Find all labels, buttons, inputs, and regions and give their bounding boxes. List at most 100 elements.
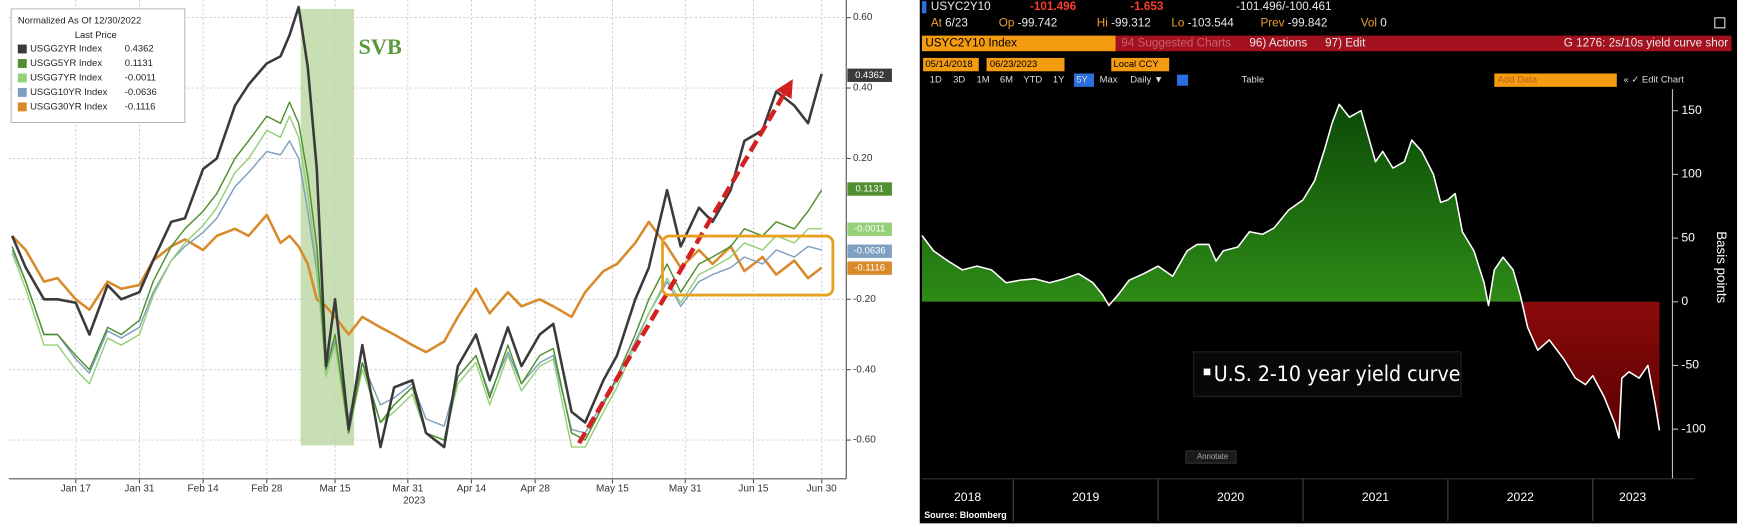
y-tick-label: 0.20 [853, 153, 873, 164]
y-tick-label: -100 [1681, 421, 1706, 435]
ticker-marker [921, 1, 927, 14]
series-line [10, 5, 823, 449]
annotate[interactable]: Annotate [1197, 452, 1228, 461]
x-tick-label: 2018 [954, 490, 981, 504]
legend-swatch [17, 102, 27, 112]
legend-label: USGG2YR Index [30, 43, 102, 54]
period-buttons: 1D 3D 1M 6M YTD 1Y 5Y Max [930, 73, 1118, 87]
annotation-bullet [1203, 368, 1211, 376]
legend-subtitle: Last Price [75, 30, 117, 41]
source: Source: Bloomberg [924, 510, 1007, 520]
actions-menu[interactable]: 96) Actions [1249, 37, 1307, 50]
period-selected [1073, 73, 1095, 87]
legend-swatch [17, 73, 27, 83]
line-icon[interactable] [1176, 74, 1189, 86]
add-data-box[interactable] [1494, 73, 1617, 87]
x-tick-label: 2023 [1619, 490, 1646, 504]
x-tick-label: Jan 31 [124, 483, 155, 494]
legend-value: -0.0636 [125, 87, 157, 98]
quote-label: Op [999, 16, 1015, 29]
series-line [11, 140, 822, 434]
x-tick-label: 2022 [1507, 490, 1534, 504]
last-value-tag [847, 182, 892, 196]
quote-volume: Vol 0 [1361, 16, 1388, 29]
period-button[interactable]: 5Y [1076, 75, 1088, 86]
menu-bar [1115, 35, 1732, 52]
end-date: 06/23/2023 [990, 59, 1037, 70]
last-value-tag [847, 244, 892, 258]
series-line [921, 103, 1661, 439]
x-tick-label: Feb 28 [251, 483, 283, 494]
quote-high: Hi -99.312 [1097, 16, 1151, 29]
legend-value: 0.1131 [125, 58, 153, 69]
legend-value: -0.0011 [125, 72, 156, 83]
legend-label: USGG7YR Index [30, 72, 102, 83]
y-tick-label: 50 [1681, 230, 1695, 244]
ticker: USYC2Y10 [931, 0, 991, 13]
start-date-box[interactable] [923, 57, 979, 72]
frequency[interactable]: Daily ▼ [1130, 75, 1163, 86]
quote-value: -99.742 [1018, 16, 1058, 29]
range-box [661, 234, 835, 297]
annotate-button[interactable] [1185, 450, 1237, 464]
x-tick-label: Jun 15 [738, 483, 769, 494]
quote-open: Op -99.742 [999, 16, 1057, 29]
x-tick-label: 2019 [1072, 490, 1099, 504]
annotation-box [1193, 351, 1462, 397]
period-button[interactable]: 3D [953, 75, 965, 86]
quote-label: At [931, 16, 943, 29]
edit-chart[interactable]: « ✓ Edit Chart [1623, 75, 1684, 86]
end-date-box[interactable] [986, 57, 1065, 72]
x-tick-label: May 31 [669, 483, 702, 494]
window-icon[interactable] [1714, 17, 1726, 29]
svb-label: SVB [359, 34, 402, 59]
y-axis-label: Basis points [1714, 231, 1729, 303]
period-button[interactable]: 1Y [1053, 75, 1065, 86]
x-tick-label: Feb 14 [188, 483, 220, 494]
table-button[interactable]: Table [1242, 75, 1265, 86]
legend-label: USGG5YR Index [30, 58, 102, 69]
suggested-charts[interactable]: 94 Suggested Charts [1121, 37, 1231, 50]
bid-ask: -101.496/-100.461 [1236, 0, 1332, 13]
y-tick-label: 100 [1681, 167, 1702, 181]
y-tick-label: 0.40 [853, 83, 873, 94]
x-tick-label: Mar 31 [392, 483, 424, 494]
period-button[interactable]: 1D [930, 75, 942, 86]
quote-label: Hi [1097, 16, 1108, 29]
y-tick-label: 150 [1681, 103, 1702, 117]
y-tick-label: 0.60 [853, 12, 873, 23]
quote-value: 0 [1380, 16, 1387, 29]
area-positive [921, 104, 1660, 302]
currency: Local CCY [1114, 59, 1160, 70]
x-tick-label: May 15 [596, 483, 629, 494]
quote-value: -103.544 [1188, 16, 1235, 29]
last-value-tag [847, 222, 892, 236]
add-data[interactable]: Add Data [1498, 75, 1538, 86]
series-line [11, 115, 822, 448]
security: USYC2Y10 Index [925, 37, 1017, 50]
annotation: U.S. 2-10 year yield curve [1214, 361, 1461, 386]
edit-menu[interactable]: 97) Edit [1325, 37, 1366, 50]
legend-label: USGG10YR Index [30, 87, 108, 98]
legend-title: Normalized As Of 12/30/2022 [18, 16, 141, 27]
quote-label: Lo [1171, 16, 1185, 29]
period-button[interactable]: YTD [1023, 75, 1042, 86]
x-tick-label: 2020 [1217, 490, 1244, 504]
legend-label: USGG30YR Index [30, 101, 108, 112]
quote-low: Lo -103.544 [1171, 16, 1234, 29]
trend-arrow [577, 79, 793, 445]
period-button[interactable]: 1M [977, 75, 990, 86]
quote-at: At 6/23 [931, 16, 968, 29]
period-button[interactable]: Max [1100, 75, 1118, 86]
x-tick-label: Mar 15 [319, 483, 351, 494]
x-tick-label: Apr 28 [520, 483, 550, 494]
quote-label: Vol [1361, 16, 1377, 29]
last-value-label: 0.1131 [856, 184, 884, 195]
security-bar [921, 35, 1116, 52]
last-value-label: -0.0636 [854, 246, 886, 257]
x-tick-label: 2021 [1362, 490, 1389, 504]
currency-box[interactable] [1111, 57, 1170, 72]
period-button[interactable]: 6M [1000, 75, 1013, 86]
